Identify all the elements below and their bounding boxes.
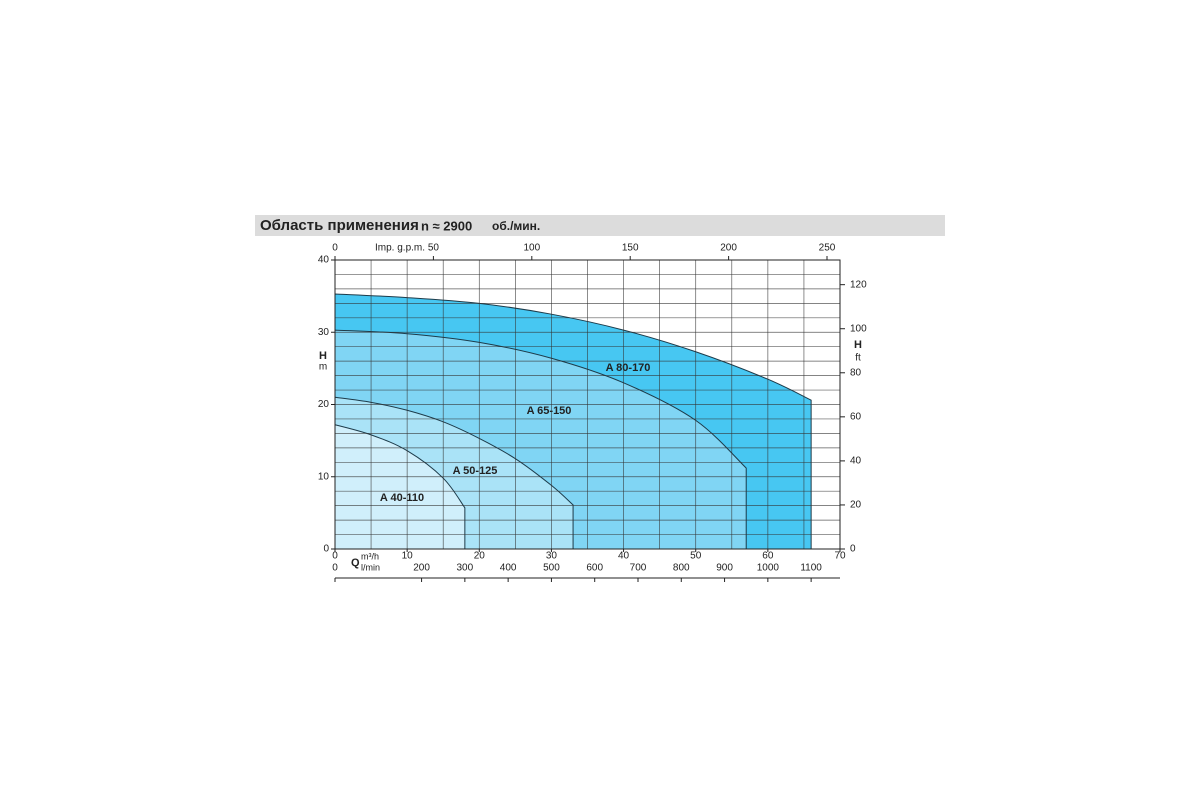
y-label: H bbox=[319, 350, 327, 362]
chart-title: Область применения bbox=[260, 217, 419, 234]
x2-tick-label: 150 bbox=[622, 243, 639, 254]
x3-tick-label: 200 bbox=[413, 563, 430, 574]
x-tick-label: 60 bbox=[762, 551, 774, 562]
x3-tick-label: 600 bbox=[586, 563, 603, 574]
x2-tick-label: 100 bbox=[523, 243, 540, 254]
x3-tick-label: 300 bbox=[457, 563, 474, 574]
x-tick-label: 20 bbox=[474, 551, 486, 562]
x3-tick-label: 1000 bbox=[757, 563, 780, 574]
x2-tick-label: 200 bbox=[720, 243, 737, 254]
speed: n ≈ 2900 bbox=[421, 218, 472, 233]
y-tick-label: 40 bbox=[318, 255, 330, 266]
y2-tick-label: 20 bbox=[850, 500, 862, 511]
y-unit: m bbox=[319, 362, 327, 373]
y2-tick-label: 80 bbox=[850, 367, 862, 378]
x-tick-label: 70 bbox=[834, 551, 846, 562]
series-label: A 50-125 bbox=[453, 465, 498, 477]
x3-tick-label: 900 bbox=[716, 563, 733, 574]
x-label: Q bbox=[351, 557, 360, 569]
x3-unit: l/min bbox=[361, 562, 380, 572]
speed-unit: об./мин. bbox=[492, 219, 540, 233]
x3-tick-label: 1100 bbox=[800, 563, 822, 574]
x2-tick-label: 0 bbox=[332, 243, 338, 254]
x3-tick-label: 400 bbox=[500, 563, 517, 574]
y2-tick-label: 40 bbox=[850, 456, 862, 467]
x-tick-label: 40 bbox=[618, 551, 630, 562]
x-tick-label: 50 bbox=[690, 551, 702, 562]
y-tick-label: 30 bbox=[318, 327, 330, 338]
x-unit: m³/h bbox=[361, 551, 379, 561]
x2-tick-label: 50 bbox=[428, 243, 440, 254]
series-label: A 65-150 bbox=[527, 405, 572, 417]
range-area bbox=[334, 424, 466, 550]
x3-tick-label: 700 bbox=[630, 563, 647, 574]
y2-tick-label: 120 bbox=[850, 279, 867, 290]
x2-tick-label: 250 bbox=[819, 243, 836, 254]
x2-label: Imp. g.p.m. bbox=[375, 243, 425, 254]
y2-unit: ft bbox=[855, 353, 861, 364]
y-tick-label: 20 bbox=[318, 399, 330, 410]
header-bar bbox=[255, 215, 945, 236]
series-label: A 80-170 bbox=[606, 362, 651, 374]
series-label: A 40-110 bbox=[380, 492, 424, 504]
y2-tick-label: 100 bbox=[850, 323, 867, 334]
y2-tick-label: 0 bbox=[850, 544, 856, 555]
x-tick-label: 0 bbox=[332, 551, 338, 562]
y2-tick-label: 60 bbox=[850, 411, 862, 422]
x3-tick-label: 800 bbox=[673, 563, 690, 574]
x-tick-label: 30 bbox=[546, 551, 558, 562]
y-tick-label: 0 bbox=[323, 544, 329, 555]
y2-label: H bbox=[854, 339, 862, 351]
x3-tick-label: 500 bbox=[543, 563, 560, 574]
y-tick-label: 10 bbox=[318, 471, 330, 482]
x3-tick-label: 0 bbox=[332, 563, 338, 574]
x-tick-label: 10 bbox=[402, 551, 414, 562]
